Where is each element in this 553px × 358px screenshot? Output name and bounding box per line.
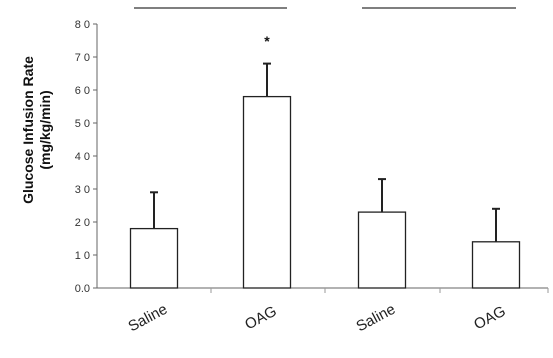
- bar: [129, 227, 179, 289]
- y-tick-label: 4 0: [75, 151, 90, 163]
- y-tick-label: 7 0: [75, 52, 90, 64]
- significance-marker: *: [264, 33, 270, 49]
- annotations: *: [264, 33, 270, 49]
- x-category-label: Saline: [353, 301, 398, 336]
- bar: [242, 95, 292, 289]
- y-tick-label: 5 0: [75, 118, 90, 130]
- x-category-label: Saline: [125, 301, 170, 336]
- y-tick-label: 8 0: [75, 19, 90, 31]
- y-axis-label-line: Glucose Infusion Rate: [20, 56, 36, 204]
- y-tick-label: 0.0: [75, 283, 90, 295]
- bars: [129, 95, 521, 289]
- bar: [357, 211, 407, 289]
- x-axis: Saline OAG Saline OAG: [97, 287, 549, 336]
- y-axis: 0.0 1 0 2 0 3 0 4 0 5 0 6 0 7 0 8 0: [75, 19, 98, 295]
- bar: [471, 241, 521, 289]
- x-category-label: OAG: [242, 303, 279, 334]
- y-axis-label: Glucose Infusion Rate (mg/kg/min): [20, 56, 53, 204]
- y-tick-label: 1 0: [75, 250, 90, 262]
- y-tick-label: 2 0: [75, 217, 90, 229]
- y-tick-label: 6 0: [75, 85, 90, 97]
- error-bars: [150, 62, 500, 242]
- y-axis-label-line: (mg/kg/min): [37, 90, 53, 169]
- x-category-label: OAG: [471, 303, 508, 334]
- y-tick-label: 3 0: [75, 184, 90, 196]
